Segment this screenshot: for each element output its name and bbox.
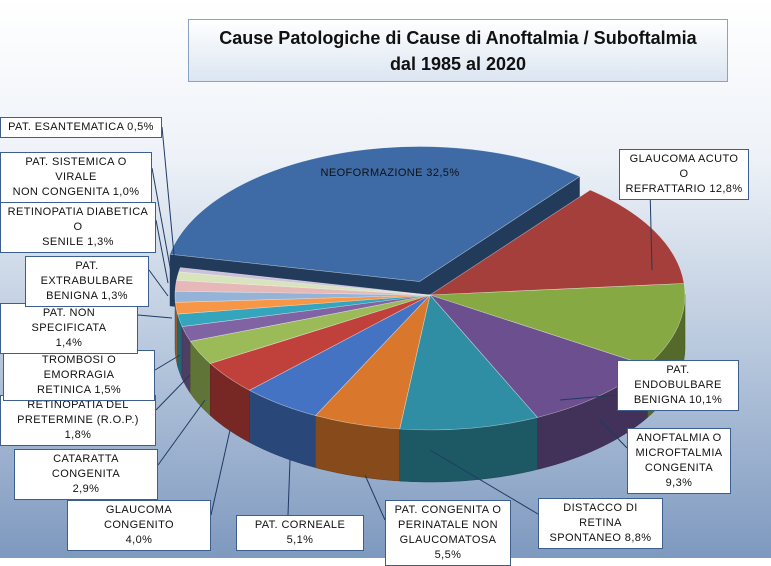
- label-pat-congenita: PAT. CONGENITA O PERINATALE NON GLAUCOMA…: [385, 500, 511, 566]
- leader-line-6: [288, 460, 290, 515]
- leader-line-10: [155, 355, 180, 370]
- label-pat-endobulbare: PAT. ENDOBULBARE BENIGNA 10,1%: [617, 360, 739, 411]
- label-pat-corneale: PAT. CORNEALE 5,1%: [236, 515, 364, 551]
- label-cataratta-congenita: CATARATTA CONGENITA 2,9%: [14, 449, 158, 500]
- chart-title: Cause Patologiche di Cause di Anoftalmia…: [188, 19, 728, 82]
- leader-line-13: [156, 220, 168, 283]
- leader-line-15: [162, 127, 176, 276]
- label-retinopatia-pretermine: RETINOPATIA DEL PRETERMINE (R.O.P.) 1,8%: [0, 395, 156, 446]
- chart-title-line2: dal 1985 al 2020: [189, 51, 727, 77]
- label-retinopatia-diabetica: RETINOPATIA DIABETICA O SENILE 1,3%: [0, 202, 156, 253]
- leader-line-11: [138, 315, 172, 318]
- label-pat-non-specificata: PAT. NON SPECIFICATA 1,4%: [0, 303, 138, 354]
- label-neoformazione: NEOFORMAZIONE 32,5%: [315, 164, 465, 183]
- leader-line-8: [158, 400, 205, 465]
- label-pat-sistemica: PAT. SISTEMICA O VIRALE NON CONGENITA 1,…: [0, 152, 152, 203]
- leader-line-5: [365, 475, 385, 520]
- label-pat-extrabulbare: PAT. EXTRABULBARE BENIGNA 1,3%: [25, 256, 149, 307]
- label-anoftalmia: ANOFTALMIA O MICROFTALMIA CONGENITA 9,3%: [627, 428, 731, 494]
- label-pat-esantematica: PAT. ESANTEMATICA 0,5%: [0, 117, 162, 138]
- label-glaucoma-congenito: GLAUCOMA CONGENITO 4,0%: [67, 500, 211, 551]
- leader-line-7: [211, 430, 230, 515]
- leader-line-12: [149, 270, 168, 296]
- label-trombosi: TROMBOSI O EMORRAGIA RETINICA 1,5%: [3, 350, 155, 401]
- label-distacco-retina: DISTACCO DI RETINA SPONTANEO 8,8%: [538, 498, 663, 549]
- label-glaucoma-acuto: GLAUCOMA ACUTO O REFRATTARIO 12,8%: [619, 149, 749, 200]
- chart-title-line1: Cause Patologiche di Cause di Anoftalmia…: [189, 25, 727, 51]
- leader-line-9: [156, 375, 190, 410]
